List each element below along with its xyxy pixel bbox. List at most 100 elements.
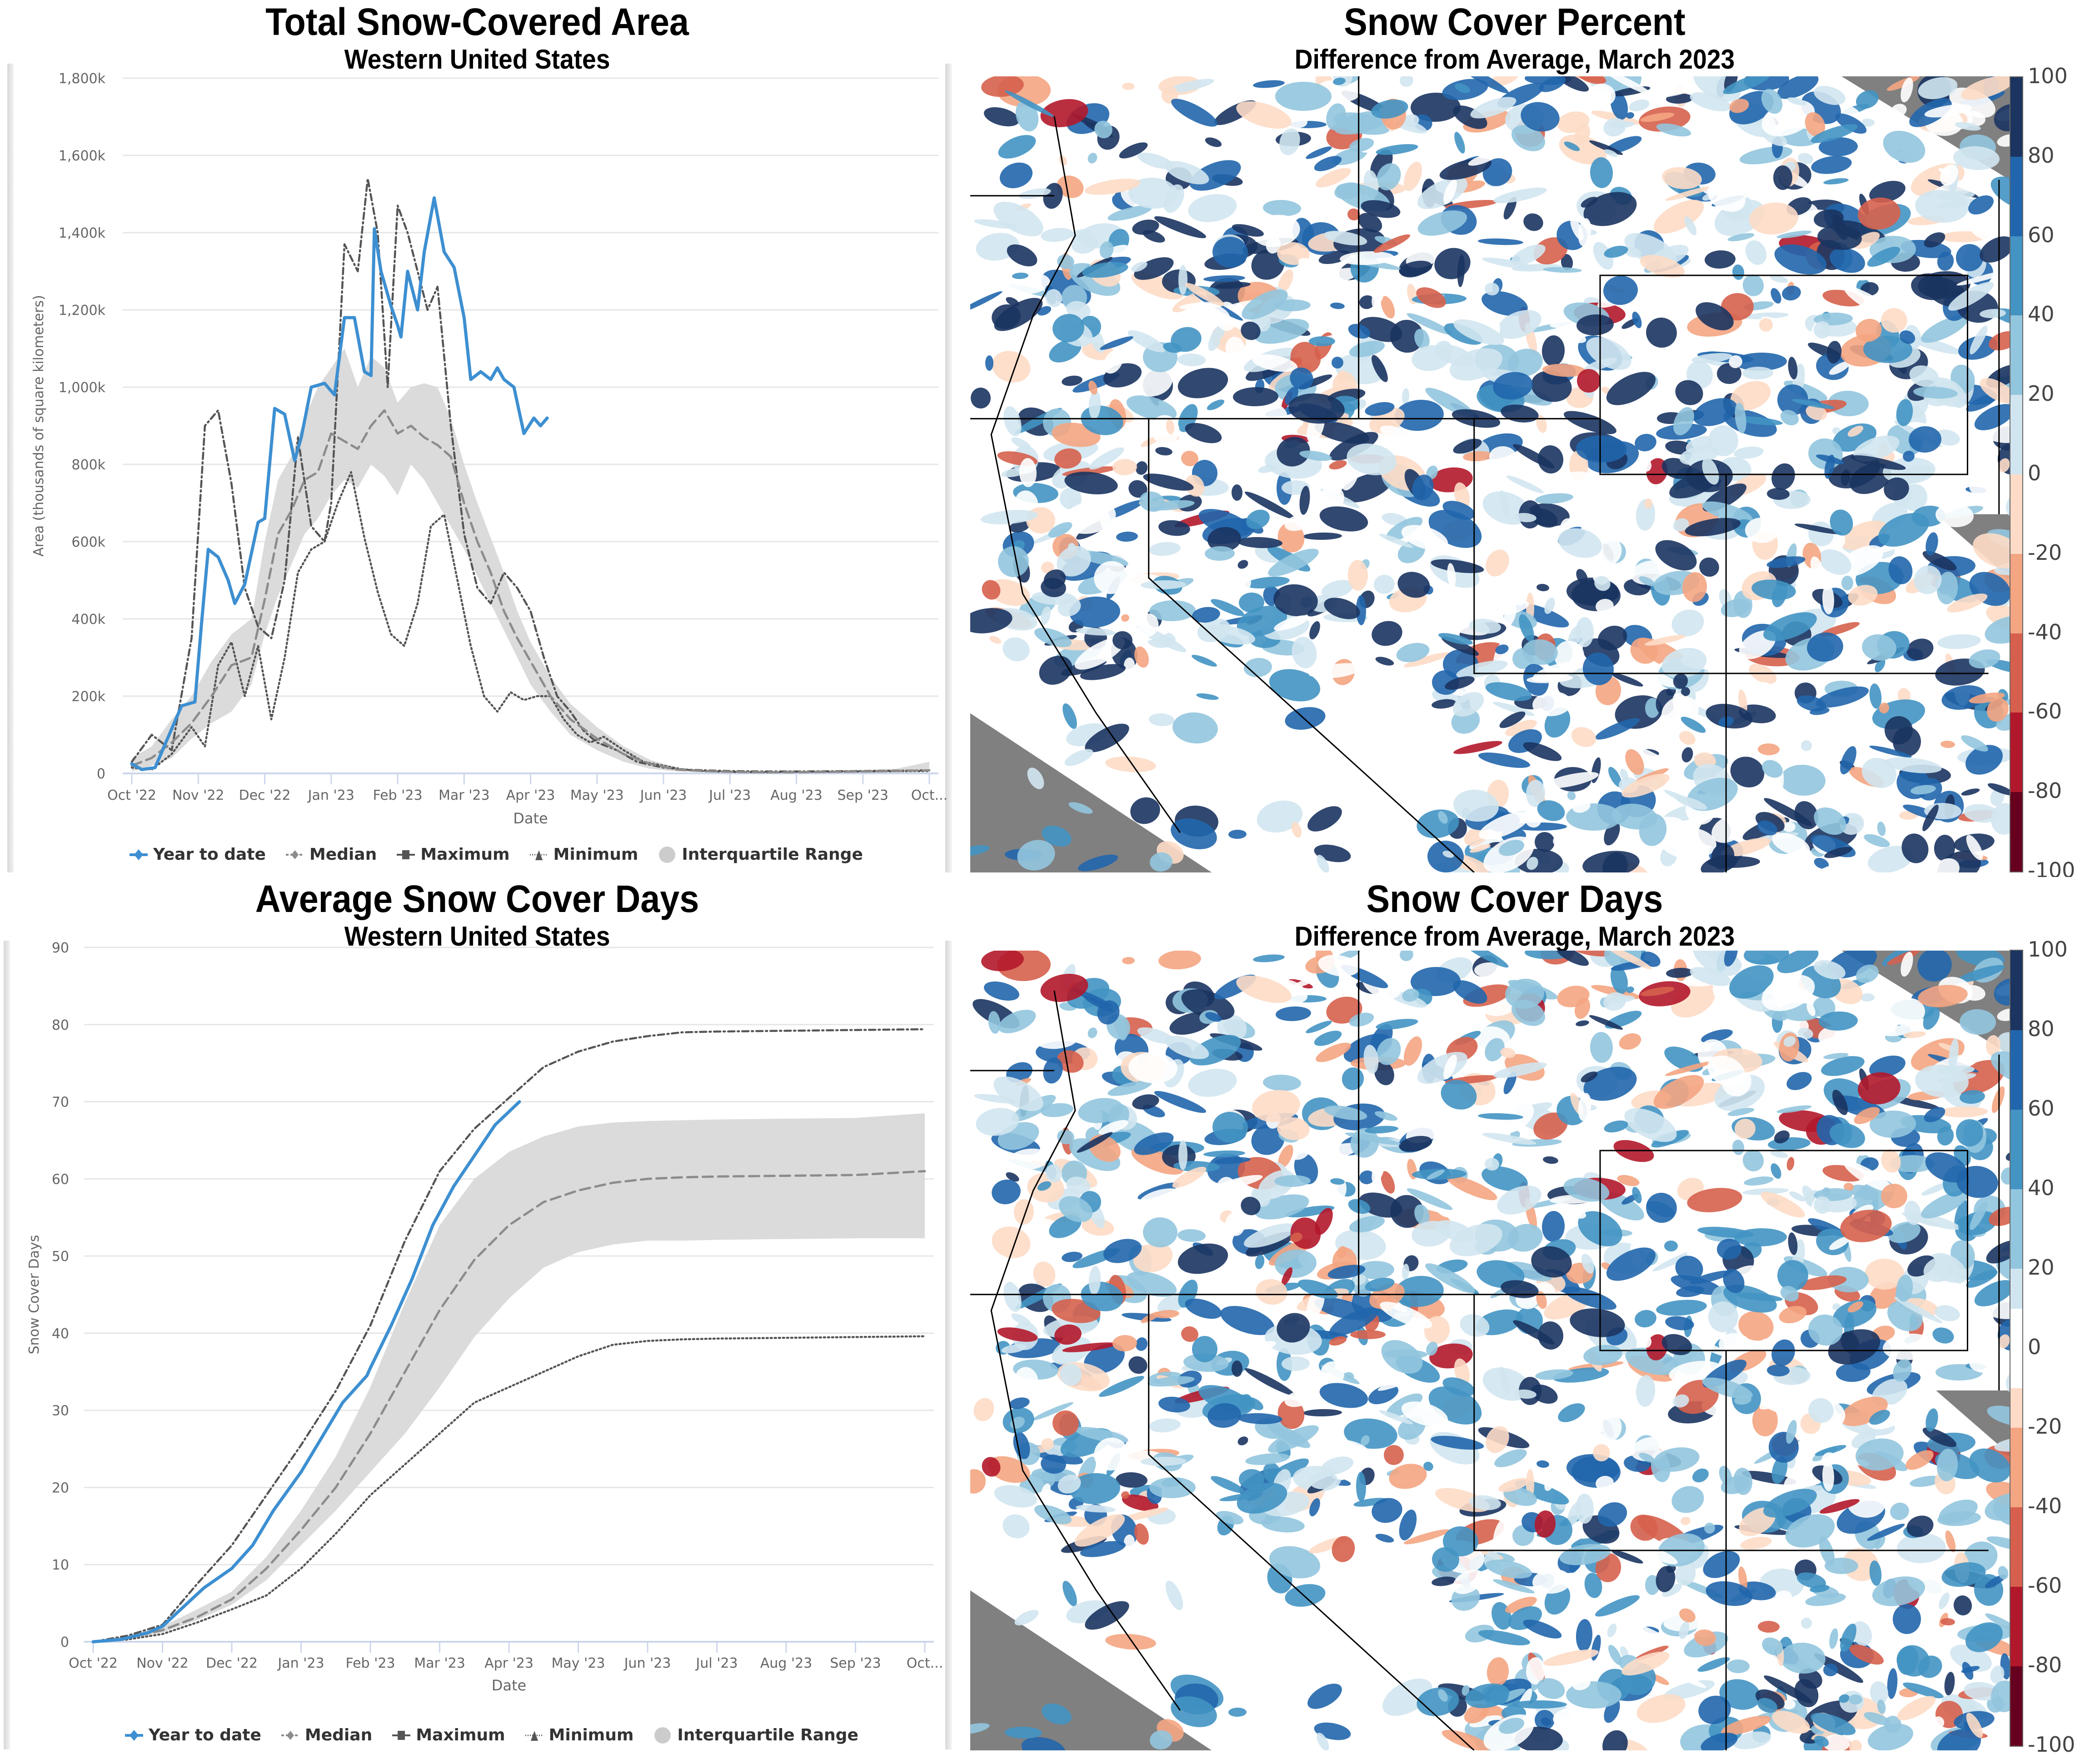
anomaly-patch — [1735, 1118, 1756, 1139]
anomaly-patch — [1665, 186, 1711, 201]
anomaly-patch — [1356, 1261, 1394, 1280]
legend-item-year-to-date[interactable]: Year to date — [125, 1726, 261, 1744]
anomaly-patch — [1012, 272, 1028, 279]
anomaly-patch — [1263, 199, 1301, 217]
anomaly-patch — [1937, 1729, 1981, 1750]
anomaly-patch — [1384, 1445, 1404, 1465]
anomaly-patch — [1960, 76, 2014, 100]
anomaly-patch — [1147, 1376, 1195, 1387]
y-tick-label: 1,200k — [59, 303, 106, 319]
anomaly-patch — [1228, 829, 1247, 839]
anomaly-patch — [1777, 341, 1790, 357]
anomaly-patch — [1074, 1514, 1125, 1547]
anomaly-patch — [1244, 658, 1272, 678]
anomaly-patch — [994, 1485, 1038, 1508]
anomaly-patch — [1940, 164, 1958, 186]
anomaly-patch — [1644, 498, 1653, 508]
anomaly-patch — [1757, 1389, 1805, 1415]
anomaly-patch — [1042, 1703, 1072, 1725]
anomaly-patch — [1706, 703, 1753, 729]
anomaly-patch — [1935, 1305, 1960, 1321]
anomaly-patch — [1397, 572, 1430, 598]
anomaly-patch — [1535, 832, 1555, 852]
anomaly-patch — [1269, 1546, 1321, 1579]
anomaly-patch — [1511, 1000, 1546, 1026]
anomaly-patch — [1057, 598, 1081, 617]
anomaly-patch — [1543, 267, 1582, 273]
anomaly-patch — [1742, 274, 1764, 296]
anomaly-patch — [1869, 1410, 1890, 1425]
y-tick-label: 70 — [52, 1095, 69, 1111]
anomaly-patch — [1858, 197, 1900, 230]
legend-item-maximum[interactable]: Maximum — [392, 1726, 505, 1744]
anomaly-patch — [1041, 1454, 1066, 1474]
legend-item-minimum[interactable]: Minimum — [529, 845, 638, 864]
anomaly-patch — [1819, 1011, 1858, 1031]
x-tick-label: Mar '23 — [439, 787, 490, 803]
anomaly-patch — [1829, 1236, 1851, 1250]
anomaly-patch — [1764, 1675, 1813, 1704]
anomaly-patch — [1282, 1356, 1310, 1371]
legend-item-median[interactable]: Median — [281, 1726, 372, 1744]
anomaly-patch — [1671, 1486, 1704, 1513]
legend-item-iqr[interactable]: Interquartile Range — [653, 1726, 858, 1744]
anomaly-patch — [1966, 394, 1998, 412]
square-marker-icon — [397, 850, 415, 859]
anomaly-patch — [1542, 364, 1586, 377]
legend-item-minimum[interactable]: Minimum — [525, 1726, 633, 1744]
anomaly-patch — [1815, 861, 1853, 872]
anomaly-patch — [1825, 1558, 1858, 1574]
state-boundary — [1473, 419, 1989, 674]
anomaly-patch — [1309, 1498, 1320, 1517]
anomaly-patch — [1197, 86, 1215, 105]
anomaly-patch — [1100, 336, 1133, 350]
anomaly-patch — [1005, 1726, 1042, 1739]
anomaly-patch — [1432, 1576, 1456, 1586]
anomaly-patch — [1840, 746, 1856, 775]
anomaly-patch — [1925, 532, 1938, 556]
anomaly-patch — [1819, 1499, 1860, 1514]
anomaly-patch — [1918, 77, 1958, 100]
anomaly-patch — [1279, 128, 1300, 155]
anomaly-patch — [1810, 556, 1823, 577]
legend-item-maximum[interactable]: Maximum — [397, 845, 510, 864]
anomaly-patch — [1507, 349, 1543, 377]
anomaly-patch — [1940, 740, 1955, 748]
anomaly-patch — [1178, 1140, 1187, 1170]
anomaly-patch — [1783, 822, 1796, 832]
anomaly-patch — [1041, 1103, 1073, 1117]
legend-label: Interquartile Range — [677, 1726, 858, 1744]
anomaly-patch — [1134, 646, 1149, 668]
anomaly-patch — [1478, 1113, 1523, 1120]
anomaly-patch — [1347, 443, 1397, 475]
anomaly-patch — [1705, 250, 1736, 269]
anomaly-patch — [1535, 1710, 1555, 1730]
anomaly-patch — [1225, 1212, 1245, 1236]
anomaly-patch — [1045, 1164, 1062, 1182]
anomaly-patch — [1653, 199, 1704, 234]
anomaly-patch — [1203, 275, 1245, 282]
anomaly-patch — [1793, 1084, 1830, 1108]
anomaly-patch — [1856, 319, 1882, 342]
anomaly-patch — [1777, 1260, 1808, 1291]
anomaly-patch — [1753, 682, 1772, 697]
anomaly-patch — [1506, 475, 1544, 493]
anomaly-patch — [1498, 1478, 1529, 1492]
anomaly-patch — [1314, 156, 1342, 171]
y-axis-title: Snow Cover Days — [26, 1235, 42, 1355]
anomaly-patch — [1844, 1182, 1854, 1191]
legend-item-median[interactable]: Median — [285, 845, 377, 864]
anomaly-patch — [1116, 1472, 1147, 1488]
colorbar-tick-label: 80 — [2028, 143, 2055, 168]
legend-item-year-to-date[interactable]: Year to date — [130, 845, 266, 864]
blue-diamond-line-icon — [130, 849, 148, 860]
anomaly-patch — [1060, 1364, 1082, 1385]
anomaly-patch — [1807, 632, 1843, 662]
legend-item-iqr[interactable]: Interquartile Range — [658, 845, 863, 864]
anomaly-patch — [1381, 1171, 1395, 1194]
anomaly-patch — [1042, 825, 1072, 847]
anomaly-patch — [1101, 289, 1156, 318]
anomaly-patch — [1816, 454, 1844, 464]
anomaly-patch — [1815, 1445, 1846, 1456]
x-tick-label: Sep '23 — [838, 787, 889, 803]
